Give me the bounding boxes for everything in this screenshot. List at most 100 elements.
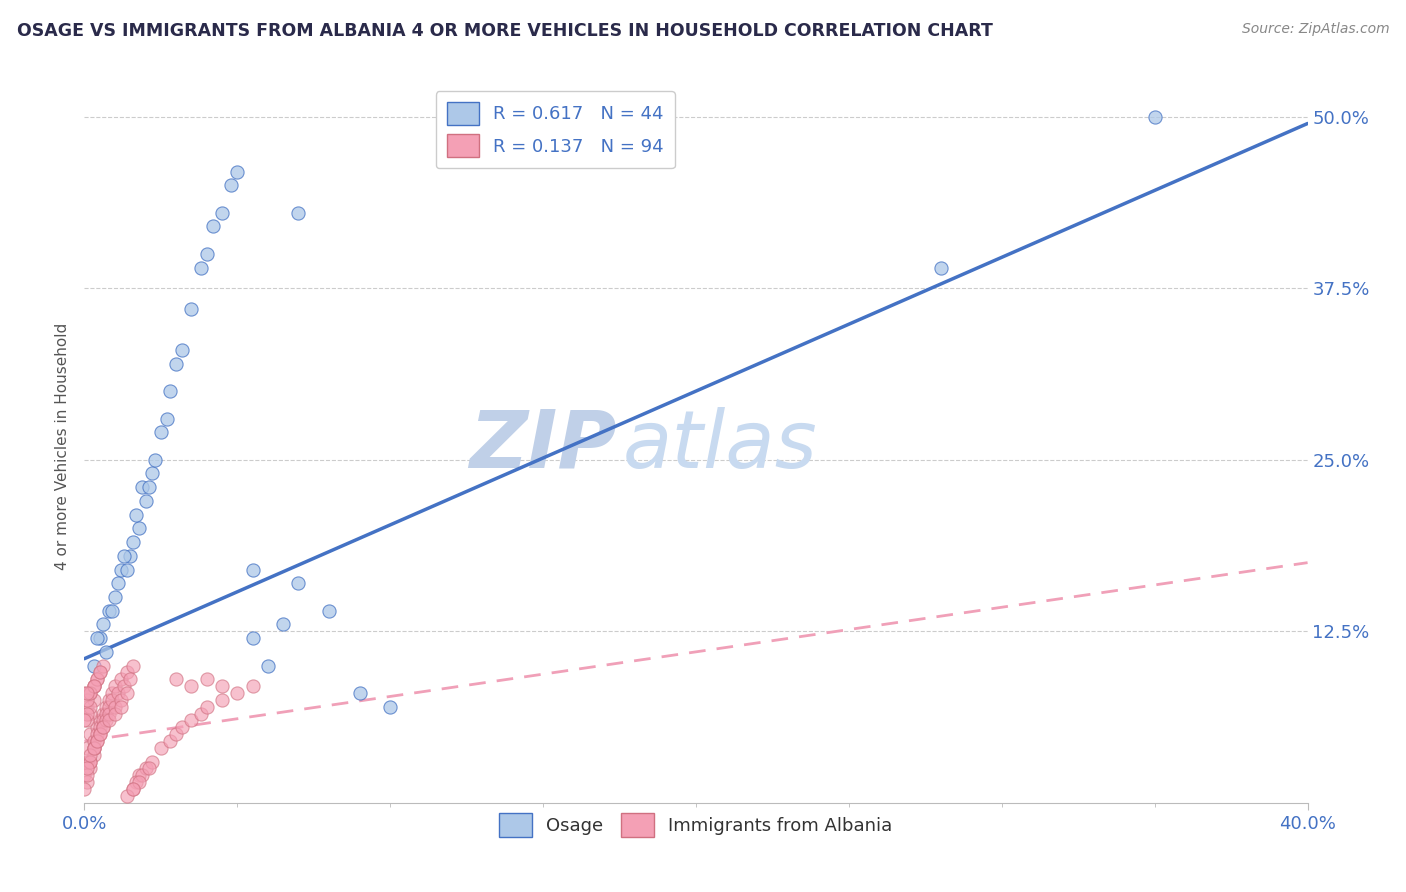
Point [89, 665, 111, 680]
Point [112, 549, 135, 563]
Point [195, 247, 218, 261]
Point [97, 693, 120, 707]
Point [159, 384, 181, 398]
Point [79, 686, 101, 700]
Point [195, 699, 218, 714]
Point [135, 762, 157, 776]
Point [115, 686, 138, 700]
Point [97, 714, 120, 728]
Point [172, 343, 194, 357]
Point [201, 219, 224, 234]
Point [79, 762, 101, 776]
Point [86, 673, 108, 687]
Point [73, 768, 96, 782]
Point [89, 714, 111, 728]
Point [172, 720, 194, 734]
Point [73, 686, 96, 700]
Point [287, 205, 309, 219]
Point [165, 357, 187, 371]
Point [1143, 110, 1166, 124]
Text: atlas: atlas [623, 407, 817, 485]
Point [76, 768, 98, 782]
Legend: Osage, Immigrants from Albania: Osage, Immigrants from Albania [492, 806, 900, 844]
Text: OSAGE VS IMMIGRANTS FROM ALBANIA 4 OR MORE VEHICLES IN HOUSEHOLD CORRELATION CHA: OSAGE VS IMMIGRANTS FROM ALBANIA 4 OR MO… [17, 22, 993, 40]
Point [138, 480, 160, 494]
Point [219, 178, 242, 193]
Point [76, 699, 98, 714]
Point [83, 693, 105, 707]
Point [91, 658, 114, 673]
Point [149, 425, 172, 440]
Point [190, 706, 212, 721]
Point [76, 706, 98, 721]
Point [83, 734, 105, 748]
Point [101, 604, 124, 618]
Point [128, 775, 150, 789]
Point [115, 789, 138, 803]
Point [110, 699, 132, 714]
Point [125, 775, 148, 789]
Point [122, 658, 145, 673]
Point [122, 535, 145, 549]
Point [242, 631, 264, 645]
Point [159, 734, 181, 748]
Point [211, 679, 233, 693]
Point [110, 562, 132, 576]
Point [83, 679, 105, 693]
Point [122, 782, 145, 797]
Point [83, 740, 105, 755]
Point [83, 679, 105, 693]
Point [128, 521, 150, 535]
Point [94, 699, 117, 714]
Point [125, 508, 148, 522]
Point [83, 740, 105, 755]
Text: ZIP: ZIP [470, 407, 616, 485]
Point [94, 706, 117, 721]
Point [89, 727, 111, 741]
Point [86, 673, 108, 687]
Point [79, 699, 101, 714]
Point [91, 720, 114, 734]
Point [83, 658, 105, 673]
Point [97, 699, 120, 714]
Point [110, 673, 132, 687]
Point [94, 714, 117, 728]
Point [107, 686, 129, 700]
Point [107, 576, 129, 591]
Point [122, 782, 145, 797]
Point [76, 755, 98, 769]
Point [165, 727, 187, 741]
Point [83, 747, 105, 762]
Point [349, 686, 371, 700]
Point [120, 673, 142, 687]
Point [76, 762, 98, 776]
Point [101, 693, 124, 707]
Point [128, 768, 150, 782]
Point [86, 631, 108, 645]
Point [89, 665, 111, 680]
Text: Source: ZipAtlas.com: Source: ZipAtlas.com [1241, 22, 1389, 37]
Point [86, 727, 108, 741]
Point [104, 706, 127, 721]
Point [94, 645, 117, 659]
Point [211, 693, 233, 707]
Point [165, 673, 187, 687]
Point [97, 706, 120, 721]
Point [287, 576, 309, 591]
Point [120, 549, 142, 563]
Point [131, 768, 153, 782]
Point [86, 734, 108, 748]
Point [91, 617, 114, 632]
Point [929, 260, 952, 275]
Point [380, 699, 402, 714]
Point [79, 755, 101, 769]
Point [97, 604, 120, 618]
Point [211, 205, 233, 219]
Point [89, 720, 111, 734]
Point [89, 727, 111, 741]
Point [143, 452, 166, 467]
Point [110, 693, 132, 707]
Point [76, 775, 98, 789]
Point [101, 686, 124, 700]
Point [242, 562, 264, 576]
